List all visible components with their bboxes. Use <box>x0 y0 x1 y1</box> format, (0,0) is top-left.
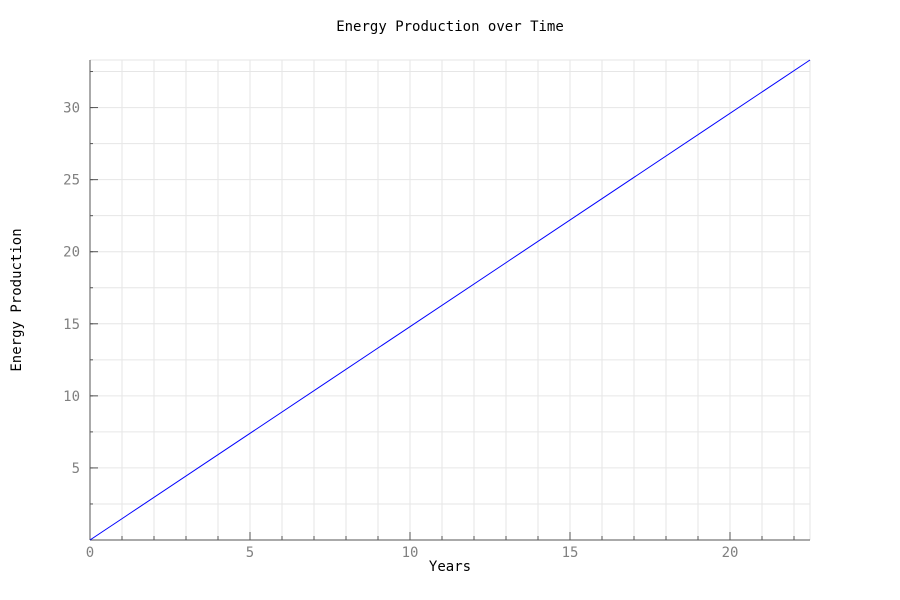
y-tick-label: 20 <box>63 245 80 261</box>
x-tick-label: 10 <box>402 545 419 561</box>
x-tick-label: 5 <box>246 545 254 561</box>
x-tick-label: 15 <box>562 545 579 561</box>
y-axis-label: Energy Production <box>9 228 25 371</box>
x-tick-label: 0 <box>86 545 94 561</box>
x-axis-label: Years <box>429 559 471 575</box>
series-line <box>89 59 811 541</box>
y-tick-label: 5 <box>72 461 80 477</box>
series <box>89 59 811 541</box>
chart-title: Energy Production over Time <box>336 19 564 35</box>
y-tick-label: 15 <box>63 317 80 333</box>
axes <box>89 60 810 541</box>
tick-labels: 0 5 10 15 20 5 10 15 20 25 30 <box>63 101 738 561</box>
y-tick-label: 10 <box>63 389 80 405</box>
y-tick-label: 25 <box>63 173 80 189</box>
y-tick-label: 30 <box>63 101 80 117</box>
x-tick-label: 20 <box>722 545 739 561</box>
